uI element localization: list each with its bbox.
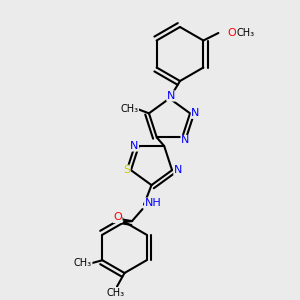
Text: N: N [181,136,189,146]
Text: CH₃: CH₃ [106,287,124,298]
Text: CH₃: CH₃ [74,258,92,268]
Text: N: N [174,165,182,175]
Text: N: N [167,91,175,101]
Text: CH₃: CH₃ [237,28,255,38]
Text: S: S [123,165,130,175]
Text: O: O [113,212,122,223]
Text: NH: NH [145,198,161,208]
Text: N: N [130,141,139,151]
Text: O: O [227,28,236,38]
Text: N: N [191,108,200,118]
Text: CH₃: CH₃ [120,104,139,114]
